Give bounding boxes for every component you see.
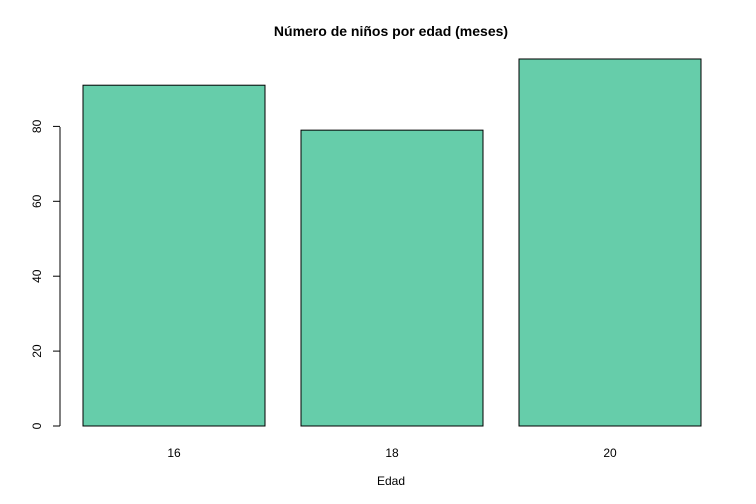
y-tick-label: 0 (30, 422, 44, 429)
y-tick-label: 80 (30, 119, 44, 133)
y-tick-label: 60 (30, 194, 44, 208)
x-axis-tick-labels: 16 18 20 (167, 446, 617, 460)
y-tick-label: 40 (30, 269, 44, 283)
bar-16 (82, 84, 266, 427)
x-tick-label: 18 (385, 446, 399, 460)
x-tick-label: 20 (603, 446, 617, 460)
bar-18 (300, 129, 484, 427)
x-axis-label: Edad (377, 474, 405, 488)
chart-title: Número de niños por edad (meses) (274, 23, 508, 39)
x-tick-label: 16 (167, 446, 181, 460)
bar-20 (518, 58, 702, 427)
y-axis-ticks: 0 20 40 60 80 (30, 119, 60, 429)
bars-group (82, 58, 702, 427)
y-tick-label: 20 (30, 344, 44, 358)
